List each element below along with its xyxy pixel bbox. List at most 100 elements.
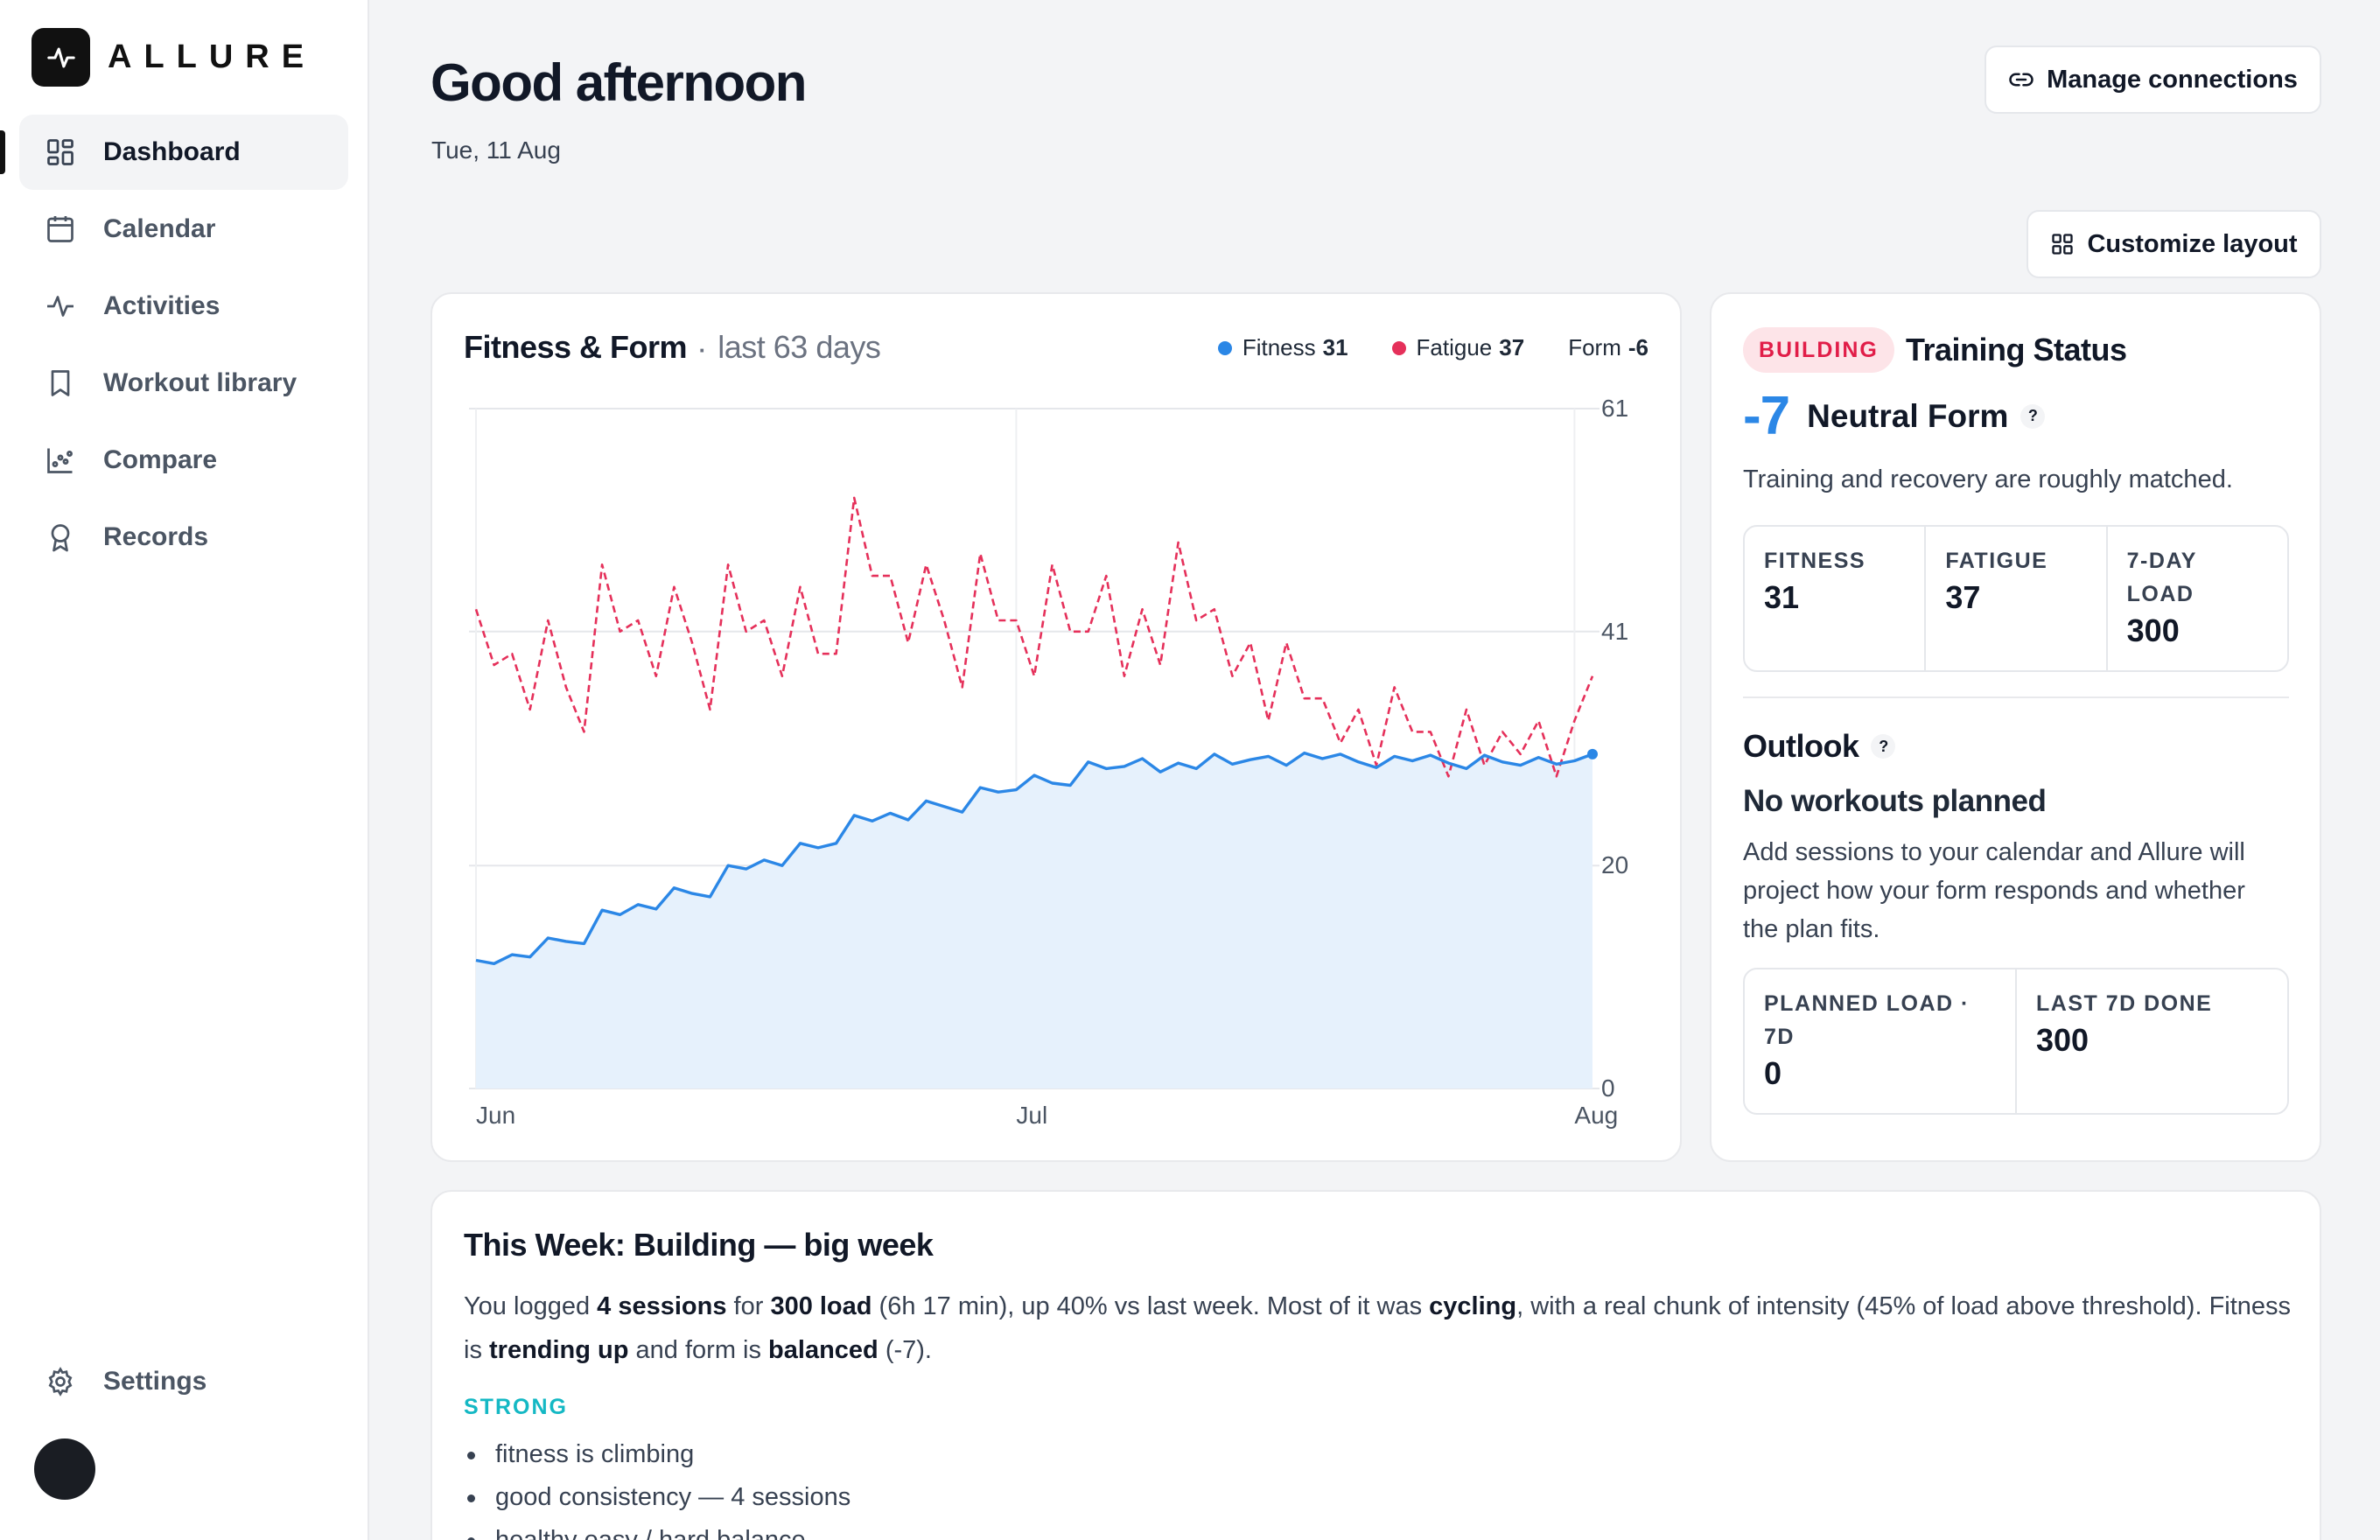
stat-label: PLANNED LOAD · 7D — [1764, 991, 1970, 1049]
status-title: Training Status — [1906, 332, 2127, 368]
stat-last-7d-done: LAST 7D DONE 300 — [2017, 970, 2287, 1113]
settings-section: Settings — [19, 1344, 348, 1421]
dashboard-icon — [44, 136, 77, 169]
sidebar-item-label: Records — [103, 522, 209, 551]
legend-fitness-value: 31 — [1322, 334, 1348, 360]
chart-title-text: Fitness & Form — [464, 329, 688, 365]
app-name: ALLURE — [108, 38, 317, 75]
outlook-description: Add sessions to your calendar and Allure… — [1743, 838, 2245, 943]
calendar-icon — [44, 213, 77, 246]
title-separator: · — [698, 337, 707, 363]
strong-label: STRONG — [464, 1395, 568, 1419]
help-icon[interactable]: ? — [2020, 403, 2046, 429]
scatter-icon — [44, 444, 77, 477]
list-item: good consistency — 4 sessions — [464, 1476, 850, 1519]
manage-connections-button[interactable]: Manage connections — [1984, 46, 2321, 114]
activity-icon — [44, 290, 77, 323]
summary-trending: trending up — [489, 1336, 629, 1364]
avatar[interactable] — [34, 1438, 95, 1500]
summary-balanced: balanced — [768, 1336, 878, 1364]
sidebar-item-activities[interactable]: Activities — [19, 269, 348, 344]
sidebar-item-label: Dashboard — [103, 137, 241, 166]
fatigue-line — [474, 496, 1594, 778]
customize-layout-button[interactable]: Customize layout — [2026, 210, 2321, 278]
list-item: healthy easy / hard balance — [464, 1519, 850, 1540]
summary-text: (-7). — [878, 1336, 932, 1364]
y-tick-label: 0 — [1601, 1074, 1615, 1102]
help-icon[interactable]: ? — [1871, 734, 1896, 759]
form-label: Neutral Form — [1807, 397, 2009, 434]
x-tick-label: Aug — [1574, 1102, 1618, 1129]
list-item: fitness is climbing — [464, 1433, 850, 1476]
sidebar-nav: Dashboard Calendar Activities Workout li… — [0, 115, 348, 577]
divider — [1743, 696, 2289, 698]
fitness-dot-icon — [1217, 340, 1232, 355]
summary-text: , with a real chunk of intensity (45% of… — [464, 1292, 2292, 1364]
stat-value: 0 — [1764, 1055, 1782, 1091]
legend-fatigue-label: Fatigue — [1416, 334, 1493, 360]
legend-form-value: -6 — [1628, 334, 1648, 360]
sidebar-item-calendar[interactable]: Calendar — [19, 192, 348, 267]
summary-sessions: 4 sessions — [597, 1292, 727, 1320]
fitness-form-card: 0 20 41 61 Jun Jul Aug Fitness & Form · last 6… — [430, 292, 1682, 1162]
sidebar-item-label: Calendar — [103, 214, 216, 243]
form-value: -7 — [1743, 386, 1790, 446]
y-tick-label: 61 — [1601, 395, 1628, 422]
link-icon — [2008, 66, 2034, 93]
this-week-card: This Week: Building — big week You logge… — [430, 1190, 2321, 1540]
stat-label: FATIGUE — [1945, 549, 2048, 573]
stat-label: 7-DAY LOAD — [2126, 549, 2197, 606]
fitness-line — [475, 751, 1593, 965]
sidebar-item-records[interactable]: Records — [19, 500, 348, 575]
summary-load: 300 load — [770, 1292, 872, 1320]
logo-mark — [32, 28, 90, 87]
legend-form: Form -6 — [1568, 334, 1648, 361]
outlook-headline: No workouts planned — [1743, 784, 2047, 818]
chart-legend: Fitness 31 Fatigue 37 Form -6 — [1174, 334, 1648, 361]
stat-7day-load: 7-DAY LOAD 300 — [2108, 527, 2287, 670]
fatigue-dot-icon — [1391, 340, 1406, 355]
training-status-card: BUILDING Training Status -7 Neutral Form… — [1710, 292, 2321, 1162]
sidebar-item-label: Workout library — [103, 368, 298, 397]
summary-text: You logged — [464, 1292, 598, 1320]
sidebar-item-workout-library[interactable]: Workout library — [19, 346, 348, 421]
sidebar: ALLURE Dashboard Calendar Activities Wor… — [0, 0, 369, 1540]
x-tick-label: Jul — [1016, 1102, 1047, 1129]
summary-text: for — [726, 1292, 771, 1320]
sidebar-item-label: Compare — [103, 445, 218, 474]
legend-fatigue-value: 37 — [1499, 334, 1525, 360]
sidebar-item-compare[interactable]: Compare — [19, 423, 348, 498]
legend-fitness-label: Fitness — [1242, 334, 1316, 360]
summary-text: and form is — [628, 1336, 769, 1364]
form-summary: -7 Neutral Form ? — [1743, 385, 2046, 447]
fitness-area — [476, 752, 1592, 1088]
chart-subtitle: last 63 days — [718, 329, 881, 365]
y-tick-label: 20 — [1601, 851, 1628, 878]
fitness-form-chart[interactable]: 0 20 41 61 Jun Jul Aug — [432, 294, 1684, 1164]
form-description: Training and recovery are roughly matche… — [1743, 466, 2233, 494]
fitness-end-point — [1587, 748, 1598, 760]
status-badge: BUILDING — [1743, 327, 1894, 373]
bookmark-icon — [44, 367, 77, 400]
stat-label: LAST 7D DONE — [2036, 991, 2213, 1016]
legend-fatigue: Fatigue 37 — [1391, 334, 1525, 361]
week-summary: You logged 4 sessions for 300 load (6h 1… — [464, 1284, 2301, 1372]
summary-text: (6h 17 min), up 40% vs last week. Most o… — [872, 1292, 1430, 1320]
outlook-stats: PLANNED LOAD · 7D 0 LAST 7D DONE 300 — [1743, 968, 2289, 1115]
sidebar-item-label: Settings — [103, 1367, 207, 1396]
chart-title: Fitness & Form · last 63 days — [464, 329, 881, 366]
stat-value: 300 — [2036, 1022, 2090, 1058]
manage-connections-label: Manage connections — [2047, 65, 2298, 94]
app-logo[interactable]: ALLURE — [32, 28, 316, 87]
strong-list: fitness is climbing good consistency — 4… — [464, 1433, 850, 1540]
sidebar-item-dashboard[interactable]: Dashboard — [0, 115, 348, 190]
stat-value: 300 — [2126, 612, 2180, 648]
award-icon — [44, 521, 77, 554]
legend-fitness: Fitness 31 — [1217, 334, 1348, 361]
x-tick-label: Jun — [476, 1102, 515, 1129]
sidebar-item-settings[interactable]: Settings — [19, 1344, 348, 1419]
sidebar-item-label: Activities — [103, 291, 220, 320]
stat-fitness: FITNESS 31 — [1745, 527, 1927, 670]
stat-value: 31 — [1764, 579, 1800, 615]
stat-label: FITNESS — [1764, 549, 1866, 573]
